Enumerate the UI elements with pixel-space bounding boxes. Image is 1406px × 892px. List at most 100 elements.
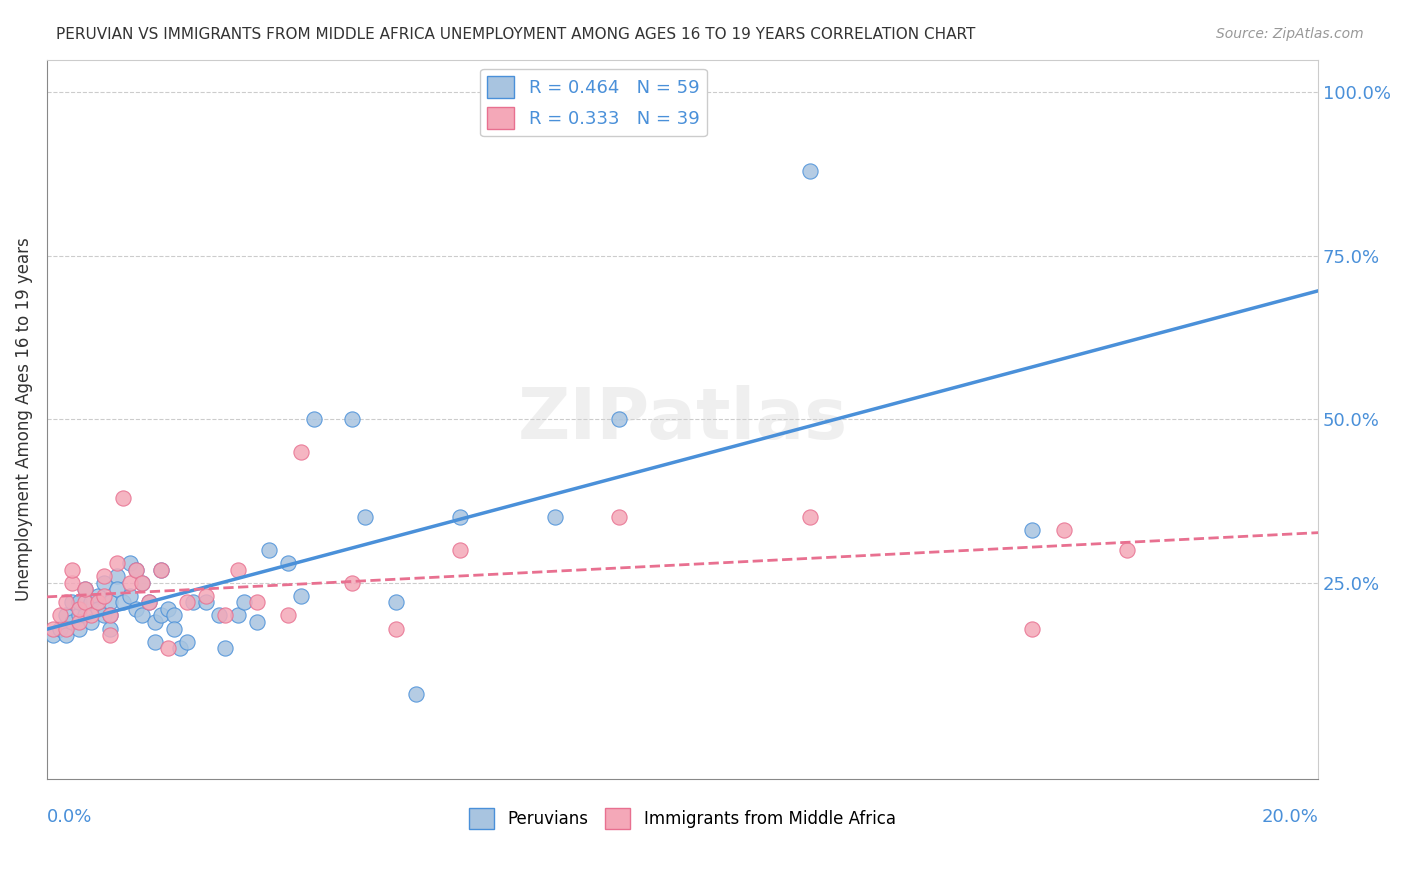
Point — [150, 563, 173, 577]
Point — [87, 602, 110, 616]
Point — [60, 595, 83, 609]
Point — [118, 556, 141, 570]
Text: 0.0%: 0.0% — [46, 807, 93, 826]
Point — [290, 589, 312, 603]
Point — [55, 622, 77, 636]
Point — [125, 602, 148, 616]
Point — [385, 622, 408, 636]
Point — [93, 608, 115, 623]
Point — [1021, 622, 1043, 636]
Point — [100, 622, 122, 636]
Point — [405, 687, 427, 701]
Point — [226, 563, 249, 577]
Point — [607, 510, 630, 524]
Point — [156, 602, 179, 616]
Point — [67, 608, 90, 623]
Text: Source: ZipAtlas.com: Source: ZipAtlas.com — [1216, 27, 1364, 41]
Point — [73, 608, 96, 623]
Point — [353, 510, 375, 524]
Point — [87, 589, 110, 603]
Point — [105, 569, 128, 583]
Point — [73, 582, 96, 597]
Point — [48, 608, 70, 623]
Point — [194, 589, 217, 603]
Point — [214, 608, 236, 623]
Point — [60, 563, 83, 577]
Point — [1021, 524, 1043, 538]
Point — [100, 608, 122, 623]
Point — [799, 163, 821, 178]
Point — [150, 608, 173, 623]
Point — [55, 595, 77, 609]
Point — [60, 615, 83, 629]
Point — [80, 615, 103, 629]
Text: 20.0%: 20.0% — [1261, 807, 1319, 826]
Point — [125, 563, 148, 577]
Point — [607, 412, 630, 426]
Point — [93, 575, 115, 590]
Point — [67, 615, 90, 629]
Point — [138, 595, 160, 609]
Point — [112, 595, 135, 609]
Point — [214, 641, 236, 656]
Point — [80, 608, 103, 623]
Point — [1116, 543, 1139, 558]
Point — [176, 634, 198, 648]
Point — [131, 575, 153, 590]
Point — [226, 608, 249, 623]
Point — [42, 628, 65, 642]
Legend: Peruvians, Immigrants from Middle Africa: Peruvians, Immigrants from Middle Africa — [463, 802, 903, 835]
Point — [67, 595, 90, 609]
Point — [277, 608, 299, 623]
Point — [118, 575, 141, 590]
Point — [143, 615, 166, 629]
Point — [277, 556, 299, 570]
Point — [42, 622, 65, 636]
Point — [246, 615, 269, 629]
Point — [799, 510, 821, 524]
Point — [544, 510, 567, 524]
Text: PERUVIAN VS IMMIGRANTS FROM MIDDLE AFRICA UNEMPLOYMENT AMONG AGES 16 TO 19 YEARS: PERUVIAN VS IMMIGRANTS FROM MIDDLE AFRIC… — [56, 27, 976, 42]
Point — [246, 595, 269, 609]
Point — [100, 595, 122, 609]
Point — [340, 575, 363, 590]
Point — [67, 602, 90, 616]
Point — [67, 622, 90, 636]
Point — [290, 445, 312, 459]
Point — [138, 595, 160, 609]
Point — [100, 628, 122, 642]
Point — [48, 622, 70, 636]
Point — [232, 595, 254, 609]
Point — [93, 589, 115, 603]
Point — [181, 595, 204, 609]
Point — [93, 569, 115, 583]
Point — [169, 641, 191, 656]
Point — [385, 595, 408, 609]
Point — [449, 543, 471, 558]
Point — [87, 595, 110, 609]
Y-axis label: Unemployment Among Ages 16 to 19 years: Unemployment Among Ages 16 to 19 years — [15, 237, 32, 601]
Point — [131, 608, 153, 623]
Point — [302, 412, 325, 426]
Point — [163, 608, 186, 623]
Point — [207, 608, 229, 623]
Point — [73, 582, 96, 597]
Point — [1053, 524, 1076, 538]
Point — [105, 582, 128, 597]
Point — [340, 412, 363, 426]
Point — [118, 589, 141, 603]
Point — [176, 595, 198, 609]
Point — [143, 634, 166, 648]
Point — [55, 628, 77, 642]
Point — [163, 622, 186, 636]
Point — [60, 575, 83, 590]
Point — [259, 543, 281, 558]
Point — [55, 608, 77, 623]
Point — [150, 563, 173, 577]
Text: ZIPatlas: ZIPatlas — [517, 384, 848, 454]
Point — [100, 608, 122, 623]
Point — [80, 595, 103, 609]
Point — [112, 491, 135, 505]
Point — [105, 556, 128, 570]
Point — [125, 563, 148, 577]
